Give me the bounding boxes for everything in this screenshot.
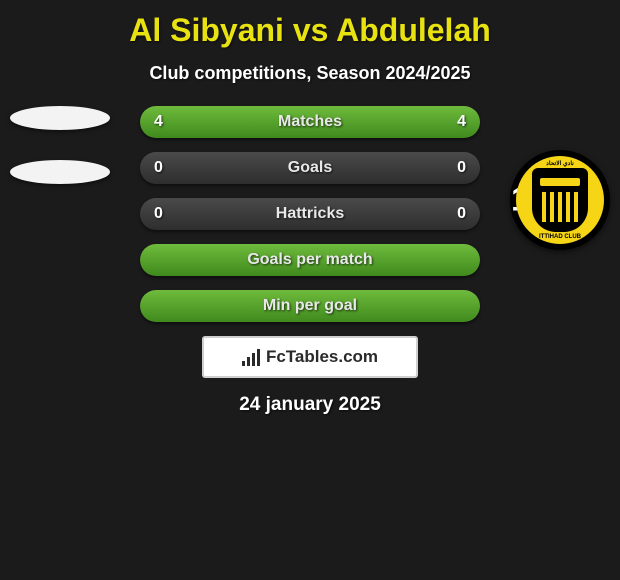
crest-text-top: نادي الاتحاد bbox=[516, 160, 604, 167]
stat-left-value: 0 bbox=[154, 205, 163, 223]
crest-stripes bbox=[542, 192, 578, 222]
branding-box: FcTables.com bbox=[202, 336, 418, 378]
subtitle: Club competitions, Season 2024/2025 bbox=[0, 63, 620, 84]
stat-right-value: 0 bbox=[457, 159, 466, 177]
branding-text: FcTables.com bbox=[266, 347, 378, 367]
placeholder-ellipse bbox=[10, 160, 110, 184]
stat-left-value: 0 bbox=[154, 159, 163, 177]
chart-icon bbox=[242, 348, 260, 366]
stat-label: Goals bbox=[288, 159, 332, 177]
stat-row: 0 Hattricks 0 bbox=[140, 198, 480, 230]
stat-label: Matches bbox=[278, 113, 342, 131]
stat-label: Hattricks bbox=[276, 205, 344, 223]
stat-right-value: 4 bbox=[457, 113, 466, 131]
left-player-badge bbox=[10, 106, 110, 206]
placeholder-ellipse bbox=[10, 106, 110, 130]
ittihad-crest: 1 نادي الاتحاد ITTIHAD CLUB bbox=[510, 150, 610, 250]
stat-row: Min per goal bbox=[140, 290, 480, 322]
right-player-badge: 1 نادي الاتحاد ITTIHAD CLUB bbox=[510, 150, 610, 250]
stat-bars: 4 Matches 4 0 Goals 0 0 Hattricks 0 Goals per mat… bbox=[140, 106, 480, 322]
stat-right-value: 0 bbox=[457, 205, 466, 223]
stat-left-value: 4 bbox=[154, 113, 163, 131]
crest-inner: نادي الاتحاد ITTIHAD CLUB bbox=[516, 156, 604, 244]
stat-row: Goals per match bbox=[140, 244, 480, 276]
stat-row: 0 Goals 0 bbox=[140, 152, 480, 184]
stat-label: Goals per match bbox=[247, 251, 372, 269]
comparison-content: 1 نادي الاتحاد ITTIHAD CLUB 4 Matches 4 0 Go… bbox=[0, 106, 620, 416]
stat-label: Min per goal bbox=[263, 297, 357, 315]
stat-row: 4 Matches 4 bbox=[140, 106, 480, 138]
date-text: 24 january 2025 bbox=[0, 394, 620, 416]
crest-shield bbox=[532, 168, 588, 232]
page-title: Al Sibyani vs Abdulelah bbox=[0, 0, 620, 49]
crest-text-bottom: ITTIHAD CLUB bbox=[516, 234, 604, 240]
